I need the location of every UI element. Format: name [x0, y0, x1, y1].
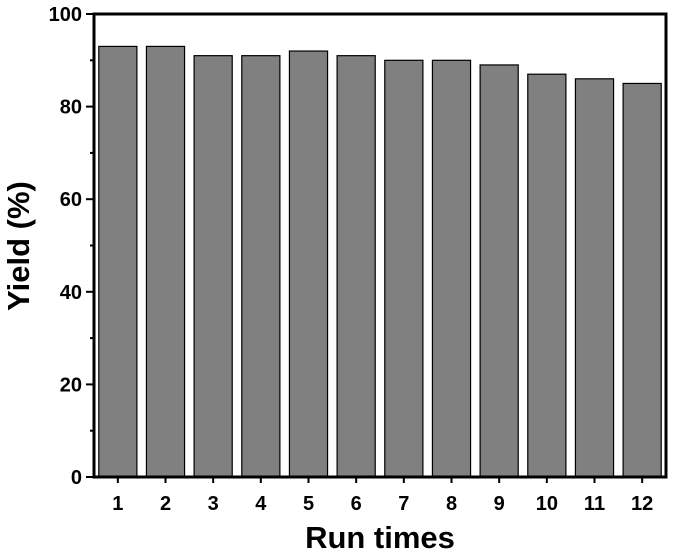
bar-run-7 — [384, 59, 424, 478]
x-tick-label: 10 — [536, 493, 558, 515]
bar-run-10 — [527, 73, 567, 478]
x-tick-label: 6 — [351, 493, 362, 515]
y-axis-title: Yield (%) — [1, 181, 36, 311]
bar-run-3 — [193, 55, 233, 478]
y-axis-ticks: 0 20 40 60 80 100 — [49, 4, 94, 489]
x-tick-label: 9 — [494, 493, 505, 515]
bar-run-5 — [288, 50, 329, 478]
x-tick-label: 1 — [112, 493, 123, 515]
x-tick-label: 5 — [303, 493, 314, 515]
bar-run-8 — [431, 59, 472, 478]
x-tick-label: 4 — [255, 493, 267, 515]
y-tick-label: 60 — [60, 189, 82, 211]
y-tick-label: 100 — [49, 4, 82, 26]
bar-run-9 — [479, 64, 519, 478]
x-tick-label: 2 — [160, 493, 171, 515]
bar-run-6 — [336, 55, 376, 478]
y-tick-label: 80 — [60, 97, 82, 119]
bar-run-11 — [574, 78, 615, 478]
x-tick-label: 8 — [446, 493, 457, 515]
x-tick-label: 7 — [398, 493, 409, 515]
x-axis-ticks: 1 2 3 4 5 6 7 8 9 10 11 12 — [112, 477, 653, 515]
bar-run-12 — [622, 82, 662, 478]
y-tick-label: 40 — [60, 282, 82, 304]
bar-run-4 — [241, 55, 281, 478]
bars-group — [98, 45, 662, 478]
bar-run-2 — [145, 45, 186, 478]
x-tick-label: 12 — [631, 493, 653, 515]
x-tick-label: 11 — [584, 493, 605, 515]
y-tick-label: 0 — [71, 467, 82, 489]
x-axis-title: Run times — [305, 520, 455, 555]
y-tick-label: 20 — [60, 374, 82, 396]
x-tick-label: 3 — [208, 493, 219, 515]
bar-run-1 — [98, 45, 138, 478]
